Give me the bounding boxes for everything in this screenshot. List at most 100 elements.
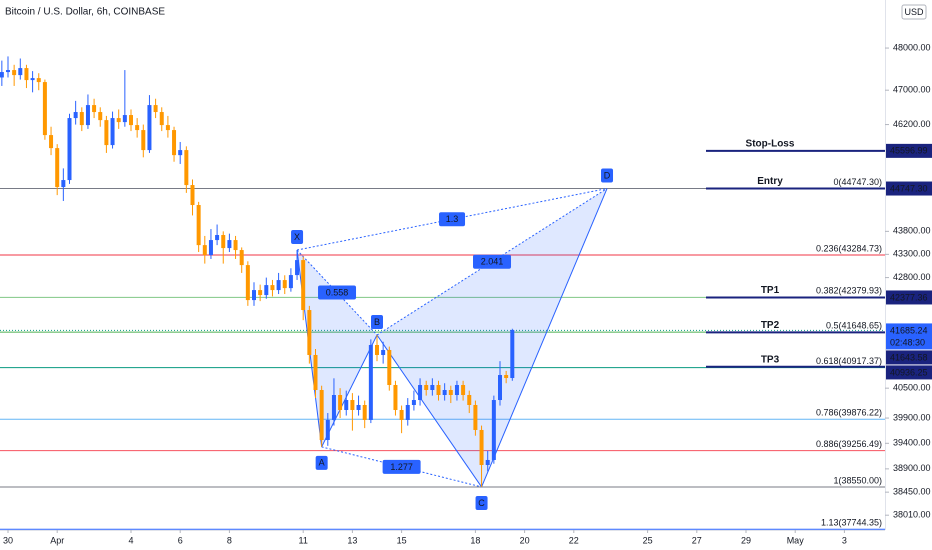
candle-body (418, 385, 423, 401)
candle-body (12, 70, 17, 76)
candle-body (430, 385, 435, 391)
candle-body (485, 459, 490, 466)
candle-body (30, 78, 35, 81)
y-tick-label: 39900.00 (893, 412, 931, 422)
candle-body (270, 285, 275, 291)
candle-body (356, 404, 361, 410)
candle-body (61, 180, 66, 188)
fib-label: 0.618(40917.37) (816, 356, 882, 366)
candle-body (399, 409, 404, 420)
candle-body (467, 395, 472, 405)
y-tick-label: 43300.00 (893, 249, 931, 259)
candle-body (221, 235, 226, 249)
pattern-area (377, 188, 608, 487)
pattern-ratio-line (296, 249, 378, 336)
candle-body (424, 385, 429, 391)
ratio-label: 0.558 (326, 287, 349, 297)
candle-body (301, 260, 306, 311)
y-tick-label: 40500.00 (893, 383, 931, 393)
candle-body (0, 72, 4, 78)
candle-body (73, 112, 78, 119)
candle-body (350, 400, 355, 410)
pattern-leg (481, 188, 608, 488)
candle-body (116, 118, 121, 123)
candle-body (473, 404, 478, 430)
price-box (886, 323, 932, 350)
candle-body (319, 390, 324, 440)
chart-title: Bitcoin / U.S. Dollar, 6h, COINBASE (5, 7, 165, 18)
candle-body (24, 68, 29, 81)
y-tick-label: 46200.00 (893, 119, 931, 129)
x-tick-label: 20 (520, 535, 530, 545)
level-name: Stop-Loss (746, 139, 795, 150)
candle-body (344, 400, 349, 410)
level-name: TP3 (761, 354, 780, 365)
ratio-label: 1.3 (446, 214, 459, 224)
candle-body (245, 265, 250, 301)
point-badge (601, 168, 614, 183)
candle-body (178, 150, 183, 156)
candle-body (227, 240, 232, 249)
price-box (886, 290, 932, 305)
fib-label: 0.5(41648.65) (826, 321, 882, 331)
candle-body (288, 275, 293, 289)
candle-body (67, 118, 72, 181)
fib-label: 1.13(37744.35) (821, 518, 882, 528)
candle-body (510, 330, 515, 379)
candle-body (479, 429, 484, 466)
pattern-leg (321, 334, 378, 448)
candle-body (122, 115, 127, 123)
candle-body (153, 105, 158, 113)
currency: USD (904, 7, 924, 17)
candle-body (258, 290, 263, 296)
fib-label: 0.236(43284.73) (816, 243, 882, 253)
x-tick-label: 22 (569, 535, 579, 545)
candle-body (104, 120, 109, 146)
price-box (886, 350, 932, 365)
candle-body (5, 70, 10, 73)
price-box-label: 45596.99 (890, 146, 928, 156)
price-box (886, 181, 932, 196)
candle-body (159, 112, 164, 126)
point-badge (291, 230, 304, 245)
candle-body (55, 148, 60, 188)
y-tick-label: 43800.00 (893, 226, 931, 236)
fib-label: 0.886(39256.49) (816, 439, 882, 449)
candle-body (190, 185, 195, 206)
point-badge (475, 495, 488, 510)
candle-body (79, 112, 84, 126)
y-tick-label: 38900.00 (893, 463, 931, 473)
y-tick-label: 42800.00 (893, 272, 931, 282)
point-badge (315, 455, 328, 470)
candle-body (110, 118, 115, 146)
countdown: 02:48:30 (890, 337, 925, 347)
candle-body (251, 290, 256, 301)
candle-body (282, 280, 287, 289)
price-box-label: 44747.30 (890, 183, 928, 193)
x-tick-label: 4 (128, 535, 133, 545)
candle-body (36, 78, 41, 83)
candle-body (202, 245, 207, 256)
candle-body (491, 400, 496, 460)
x-tick-label: 3 (842, 535, 847, 545)
candle-body (307, 310, 312, 355)
candle-body (454, 385, 459, 396)
x-tick-label: Apr (50, 535, 64, 545)
candle-body (128, 115, 133, 126)
pattern-leg (376, 334, 482, 488)
x-tick-label: 13 (347, 535, 357, 545)
candle-body (233, 240, 238, 251)
candle-body (239, 250, 244, 266)
price-box (886, 365, 932, 380)
candle-body (362, 404, 367, 420)
x-tick-label: 18 (470, 535, 480, 545)
candle-body (375, 344, 380, 355)
fib-label: 0.382(42379.93) (816, 286, 882, 296)
candle-body (18, 68, 23, 76)
fib-label: 0.786(39876.22) (816, 408, 882, 418)
pattern-ratio-line (296, 188, 608, 251)
candle-body (141, 130, 146, 151)
price-box (886, 143, 932, 158)
